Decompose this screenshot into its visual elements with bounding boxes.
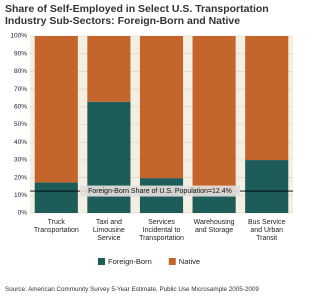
legend-swatch — [168, 258, 176, 265]
bar-segment — [87, 36, 131, 102]
legend-label: Foreign-Born — [108, 257, 152, 266]
chart-title: Share of Self-Employed in Select U.S. Tr… — [5, 3, 269, 27]
y-tick-label: 60% — [14, 104, 27, 111]
bar-segment — [192, 36, 236, 193]
x-tick-label: Services Incidental to Transportation — [139, 219, 184, 242]
bar-segment — [245, 160, 289, 213]
bar-segment — [139, 36, 184, 179]
annotation: Foreign-Born Share of U.S. Population=12… — [88, 188, 232, 195]
legend-label: Native — [179, 257, 200, 266]
y-tick-label: 20% — [14, 174, 27, 181]
x-tick-label: Warehousing and Storage — [193, 219, 235, 234]
y-tick-label: 40% — [14, 139, 27, 146]
plot: 0%10%20%30%40%50%60%70%80%90%100%17.3%62… — [10, 33, 293, 266]
y-tick-label: 0% — [18, 210, 28, 217]
y-tick-label: 100% — [10, 33, 27, 40]
y-tick-label: 50% — [14, 121, 27, 128]
annotation-box — [80, 185, 240, 197]
chart: Share of Self-Employed in Select U.S. Tr… — [5, 3, 293, 293]
legend-swatch — [98, 258, 105, 265]
y-tick-label: 10% — [14, 192, 27, 199]
x-tick-label: Truck Transportation — [33, 219, 79, 234]
y-tick-label: 80% — [14, 68, 27, 75]
x-tick-label: Bus Service and Urban Transit — [248, 219, 286, 242]
source: Source: American Community Survey 5-Year… — [5, 286, 259, 293]
bar-segment — [34, 36, 78, 183]
x-tick-label: Taxi and Limousine Service — [92, 219, 125, 242]
bar-segment — [192, 192, 236, 213]
y-tick-label: 30% — [14, 157, 27, 164]
y-tick-label: 70% — [14, 86, 27, 93]
bar-segment — [245, 36, 289, 161]
y-tick-label: 90% — [14, 50, 27, 57]
bar-segment — [34, 182, 78, 213]
